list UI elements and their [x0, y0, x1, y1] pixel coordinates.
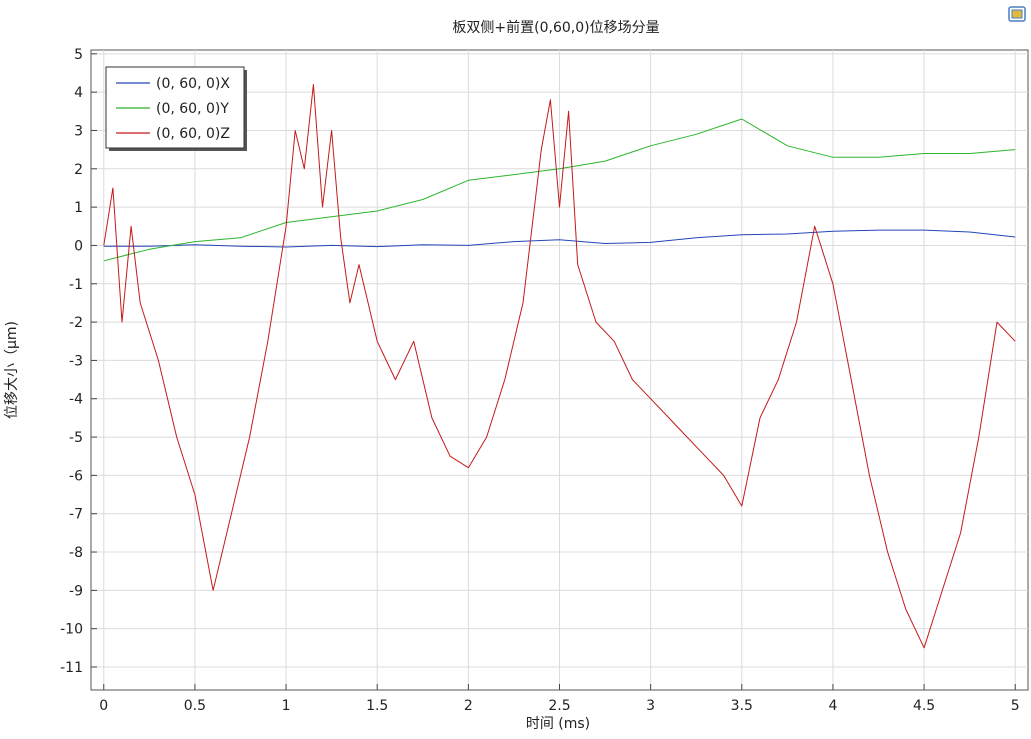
x-tick-label: 0.5	[184, 698, 206, 714]
series-line-1	[103, 229, 1016, 248]
y-tick-label: -4	[69, 392, 83, 408]
legend-label: (0, 60, 0)Z	[156, 126, 230, 142]
legend: (0, 60, 0)X (0, 60, 0)Y (0, 60, 0)Z	[105, 66, 247, 151]
chart-title: 板双侧+前置(0,60,0)位移场分量	[452, 19, 659, 36]
axes: 0 0.5 1 1.5 2 2.5 3 3.5 4 4.5 5 5 4 3 2 1 0 -1 -2 -3 -4 -5 -6 -…	[60, 47, 1020, 714]
x-tick-label: 2	[464, 698, 473, 714]
y-tick-label: -10	[60, 622, 83, 638]
y-tick-label: -9	[69, 583, 83, 599]
x-tick-label: 3	[646, 698, 655, 714]
y-axis-label: 位移大小（µm)	[4, 321, 20, 419]
window-icon[interactable]	[1008, 6, 1026, 22]
y-tick-label: -1	[69, 277, 83, 293]
y-tick-label: -7	[69, 507, 83, 523]
series-line-2	[103, 118, 1016, 262]
y-tick-label: 4	[74, 85, 83, 101]
series-line-3	[103, 84, 1016, 649]
x-tick-label: 1.5	[366, 698, 388, 714]
x-tick-label: 1	[282, 698, 291, 714]
x-tick-label: 4.5	[913, 698, 935, 714]
y-tick-label: 3	[74, 123, 83, 139]
grid	[91, 50, 1028, 690]
legend-label: (0, 60, 0)X	[156, 76, 230, 92]
y-tick-label: -2	[69, 315, 83, 331]
y-tick-label: 0	[74, 238, 83, 254]
x-tick-label: 0	[99, 698, 108, 714]
x-tick-label: 5	[1011, 698, 1020, 714]
y-tick-label: -3	[69, 353, 83, 369]
x-tick-label: 2.5	[548, 698, 570, 714]
y-tick-label: -6	[69, 468, 83, 484]
x-axis-label: 时间 (ms)	[526, 716, 590, 732]
series-layer	[103, 84, 1016, 649]
x-tick-label: 4	[828, 698, 837, 714]
legend-label: (0, 60, 0)Y	[156, 101, 229, 117]
y-tick-label: 1	[74, 200, 83, 216]
y-tick-label: -11	[60, 660, 83, 676]
y-tick-label: 2	[74, 162, 83, 178]
y-tick-label: -8	[69, 545, 83, 561]
y-tick-label: 5	[74, 47, 83, 63]
y-tick-label: -5	[69, 430, 83, 446]
x-tick-label: 3.5	[731, 698, 753, 714]
